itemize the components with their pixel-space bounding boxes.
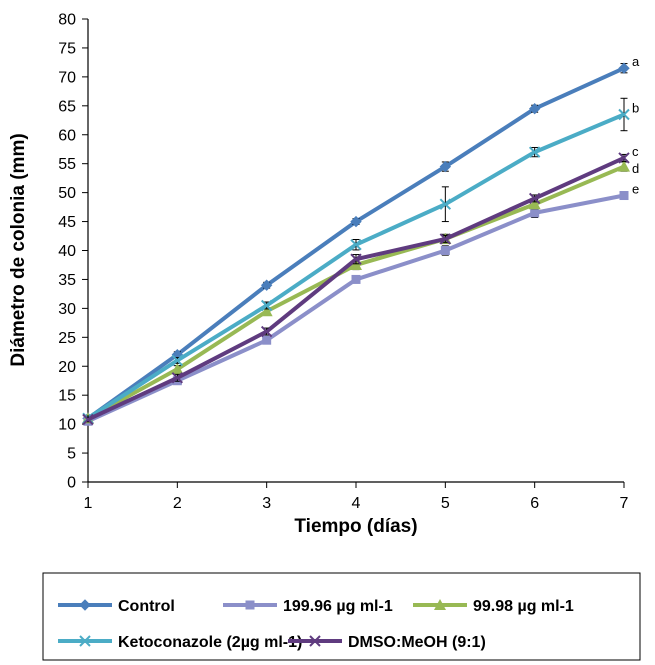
x-tick-label: 1: [84, 495, 93, 512]
data-point: [619, 191, 629, 201]
significance-letters: a b cde: [632, 54, 640, 196]
y-tick-label: 30: [58, 301, 76, 318]
significance-letter: d: [632, 161, 639, 176]
y-tick-label: 75: [58, 40, 76, 57]
legend-marker: [245, 600, 255, 610]
y-tick-label: 15: [58, 388, 76, 405]
x-tick-label: 4: [352, 495, 361, 512]
x-axis-title: Tiempo (días): [294, 516, 417, 537]
y-tick-label: 55: [58, 156, 76, 173]
data-point: [171, 354, 184, 367]
y-tick-label: 45: [58, 214, 76, 231]
y-tick-label: 10: [58, 417, 76, 434]
y-tick-label: 0: [67, 475, 76, 492]
data-point: [618, 160, 630, 172]
series-group: [82, 152, 630, 426]
data-point: [171, 372, 184, 384]
data-point: [260, 305, 273, 317]
data-point: [260, 299, 273, 312]
data-point: [528, 192, 541, 205]
data-point: [528, 198, 541, 210]
data-point: [530, 208, 540, 218]
data-point: [350, 239, 362, 251]
x-tick-label: 2: [173, 495, 182, 512]
legend-marker: [309, 635, 321, 647]
legend: Control 199.96 µg ml-1 99.98 µg ml-1 Ketoco…: [42, 572, 641, 661]
axes: [87, 19, 624, 483]
data-point: [528, 102, 541, 115]
data-point: [260, 279, 273, 291]
y-axis-title: Diámetro de colonia (mm): [8, 133, 29, 366]
legend-label: Control: [118, 598, 175, 615]
legend-item: Control: [58, 598, 175, 615]
legend-item: 99.98 µg ml-1: [413, 598, 574, 615]
data-point: [350, 215, 362, 228]
legend-box: [42, 572, 641, 661]
legend-label: 99.98 µg ml-1: [473, 598, 574, 615]
data-point: [82, 413, 94, 426]
y-tick-label: 25: [58, 330, 76, 347]
data-point: [618, 108, 630, 121]
series-layer: [82, 62, 630, 426]
data-point: [262, 335, 272, 345]
significance-letter: e: [632, 182, 639, 197]
data-point: [618, 152, 630, 164]
data-point: [350, 253, 362, 265]
legend-marker: [79, 599, 91, 611]
y-tick-label: 80: [58, 12, 76, 29]
legend-item: Ketoconazole (2µg ml-1): [58, 634, 302, 651]
data-point: [171, 363, 184, 375]
y-tick-label: 35: [58, 272, 76, 289]
legend-item: DMSO:MeOH (9:1): [288, 634, 486, 651]
data-point: [351, 274, 361, 284]
data-point: [618, 62, 630, 74]
y-ticks: 0 5 10 15 20 25 30 35 40 45 50 55 60 65 70 75 80: [58, 12, 88, 492]
legend-label: Ketoconazole (2µg ml-1): [118, 634, 302, 651]
legend-label: DMSO:MeOH (9:1): [348, 634, 486, 651]
y-tick-label: 40: [58, 243, 76, 260]
data-point: [350, 258, 362, 270]
y-tick-label: 60: [58, 127, 76, 144]
data-point: [439, 160, 452, 173]
data-point: [440, 246, 450, 255]
legend-marker: [79, 635, 91, 647]
x-tick-label: 3: [262, 495, 271, 512]
x-tick-label: 6: [530, 495, 539, 512]
series-line: [87, 193, 625, 424]
y-tick-label: 5: [67, 446, 76, 463]
significance-letter: c: [632, 144, 639, 159]
y-tick-label: 65: [58, 98, 76, 115]
series-line: [87, 156, 625, 422]
y-tick-label: 70: [58, 69, 76, 86]
legend-marker: [434, 599, 446, 610]
y-tick-label: 50: [58, 185, 76, 202]
data-point: [260, 325, 273, 338]
data-point: [439, 233, 452, 245]
x-ticks: 1 2 3 4 5 6 7: [84, 482, 629, 512]
y-tick-label: 20: [58, 359, 76, 376]
significance-letter: b: [632, 100, 639, 115]
data-point: [528, 146, 541, 158]
data-point: [439, 198, 452, 210]
x-tick-label: 7: [620, 495, 629, 512]
legend-label: 199.96 µg ml-1: [283, 598, 393, 615]
x-tick-label: 5: [441, 495, 450, 512]
legend-item: 199.96 µg ml-1: [223, 598, 393, 615]
significance-letter: a: [632, 54, 640, 69]
